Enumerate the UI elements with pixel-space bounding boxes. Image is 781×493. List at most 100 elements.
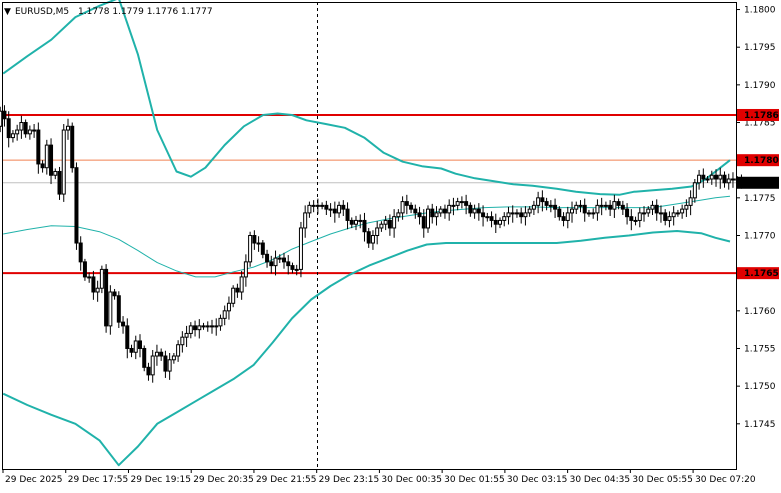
- candle: [252, 230, 257, 250]
- candle-body: [121, 321, 126, 327]
- x-tick-label: 30 Dec 00:35: [381, 475, 442, 485]
- candle: [375, 221, 380, 245]
- candle-body: [451, 204, 456, 207]
- candle-body: [642, 212, 647, 215]
- candle: [464, 194, 469, 215]
- candle: [82, 258, 87, 281]
- candle-body: [82, 261, 87, 278]
- level-lines: [2, 2, 736, 469]
- candle: [95, 280, 100, 302]
- candle-body: [387, 219, 392, 229]
- candle: [32, 124, 37, 138]
- candle-body: [455, 201, 460, 206]
- candle-body: [464, 201, 469, 206]
- candle: [99, 265, 104, 294]
- candle-body: [222, 310, 227, 319]
- candle: [366, 227, 371, 248]
- candle: [193, 320, 198, 337]
- candle-body: [108, 291, 113, 327]
- y-tick-label: 1.1795: [744, 43, 776, 53]
- current-price-tag: [737, 176, 779, 189]
- candle-body: [201, 325, 206, 328]
- candle: [637, 207, 642, 228]
- candle-body: [714, 174, 719, 180]
- candle-body: [243, 261, 248, 278]
- candle-body: [370, 235, 375, 244]
- candle: [6, 111, 11, 148]
- candle-body: [137, 340, 142, 349]
- candle-body: [36, 129, 41, 165]
- candle: [324, 200, 329, 216]
- candle: [222, 305, 227, 326]
- candle-body: [654, 204, 659, 214]
- candle: [303, 205, 308, 238]
- candle: [311, 200, 316, 213]
- y-tick-label: 1.1790: [744, 81, 776, 91]
- candle-body: [2, 110, 7, 120]
- candle: [341, 200, 346, 216]
- candle: [392, 209, 397, 238]
- candle-body: [548, 204, 553, 207]
- y-tick-label: 1.1760: [744, 307, 776, 317]
- level-price-label: 1.1765: [744, 269, 779, 279]
- candle: [19, 115, 24, 139]
- candle-body: [265, 253, 270, 263]
- candle: [620, 200, 625, 216]
- candle-body: [218, 317, 223, 327]
- bollinger-lower: [2, 230, 731, 467]
- candle-body: [0, 110, 3, 127]
- candle-body: [171, 355, 176, 361]
- candle: [146, 362, 151, 381]
- candle: [468, 202, 473, 217]
- x-tick-label: 29 Dec 2025: [5, 475, 63, 485]
- symbol-label: EURUSD,M5: [15, 7, 69, 17]
- candle-body: [502, 216, 507, 221]
- x-tick-label: 30 Dec 03:15: [507, 475, 568, 485]
- candle: [150, 349, 155, 383]
- candle: [286, 255, 291, 275]
- ohlc-readout: 1.1778 1.1779 1.1776 1.1777: [78, 7, 213, 17]
- candle: [726, 173, 731, 190]
- candle-body: [358, 219, 363, 222]
- candle: [646, 206, 651, 217]
- candle-body: [44, 144, 49, 169]
- candle: [671, 206, 676, 226]
- candle: [680, 204, 685, 219]
- candle-body: [438, 208, 443, 214]
- candle: [44, 139, 49, 175]
- candle-body: [324, 204, 329, 210]
- candle: [675, 209, 680, 217]
- candle: [0, 106, 3, 133]
- candle: [506, 206, 511, 225]
- candle-body: [146, 366, 151, 376]
- candle: [277, 254, 282, 263]
- candle: [70, 122, 75, 173]
- candle-body: [392, 216, 397, 229]
- candle-body: [540, 197, 545, 203]
- candle-body: [95, 287, 100, 293]
- candle: [502, 212, 507, 227]
- candle: [87, 272, 92, 283]
- candle: [625, 203, 630, 225]
- candle-body: [78, 242, 83, 263]
- candle-body: [430, 208, 435, 218]
- candle: [565, 206, 570, 229]
- candle-body: [565, 212, 570, 221]
- candle-body: [298, 227, 303, 270]
- x-tick-label: 30 Dec 04:35: [570, 475, 631, 485]
- candle: [121, 316, 126, 334]
- candle-body: [417, 212, 422, 218]
- candle: [294, 264, 299, 276]
- candle: [586, 209, 591, 217]
- current-price-label: 1.1777: [744, 179, 779, 189]
- candle: [379, 221, 384, 232]
- candle-body: [591, 212, 596, 215]
- candle: [349, 217, 354, 229]
- candle: [485, 212, 490, 222]
- candle: [404, 194, 409, 215]
- candle: [315, 198, 320, 215]
- candle-body: [697, 174, 702, 184]
